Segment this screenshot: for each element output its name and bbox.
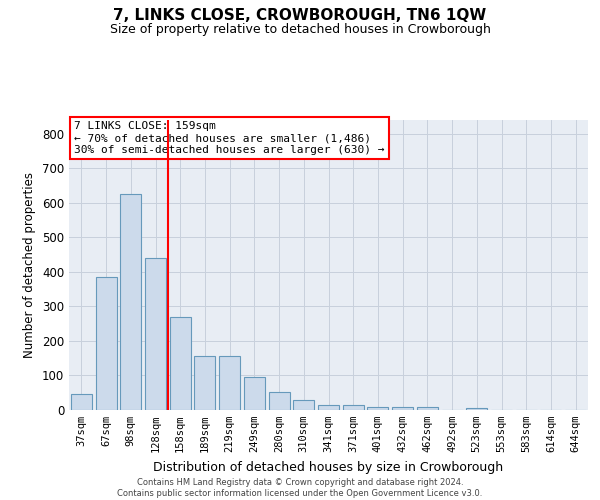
Bar [367, 406, 388, 410]
Bar [145, 258, 166, 410]
Bar [269, 392, 290, 410]
Bar [219, 356, 240, 410]
Bar [71, 394, 92, 410]
Text: Size of property relative to detached houses in Crowborough: Size of property relative to detached ho… [110, 22, 490, 36]
Bar [170, 317, 191, 410]
X-axis label: Distribution of detached houses by size in Crowborough: Distribution of detached houses by size … [154, 460, 503, 473]
Bar [343, 405, 364, 410]
Bar [120, 194, 141, 410]
Bar [293, 400, 314, 410]
Bar [194, 356, 215, 410]
Bar [392, 406, 413, 410]
Bar [466, 408, 487, 410]
Bar [417, 406, 438, 410]
Text: Contains HM Land Registry data © Crown copyright and database right 2024.
Contai: Contains HM Land Registry data © Crown c… [118, 478, 482, 498]
Bar [318, 405, 339, 410]
Bar [95, 277, 116, 410]
Y-axis label: Number of detached properties: Number of detached properties [23, 172, 37, 358]
Text: 7, LINKS CLOSE, CROWBOROUGH, TN6 1QW: 7, LINKS CLOSE, CROWBOROUGH, TN6 1QW [113, 8, 487, 22]
Text: 7 LINKS CLOSE: 159sqm
← 70% of detached houses are smaller (1,486)
30% of semi-d: 7 LINKS CLOSE: 159sqm ← 70% of detached … [74, 122, 385, 154]
Bar [244, 377, 265, 410]
